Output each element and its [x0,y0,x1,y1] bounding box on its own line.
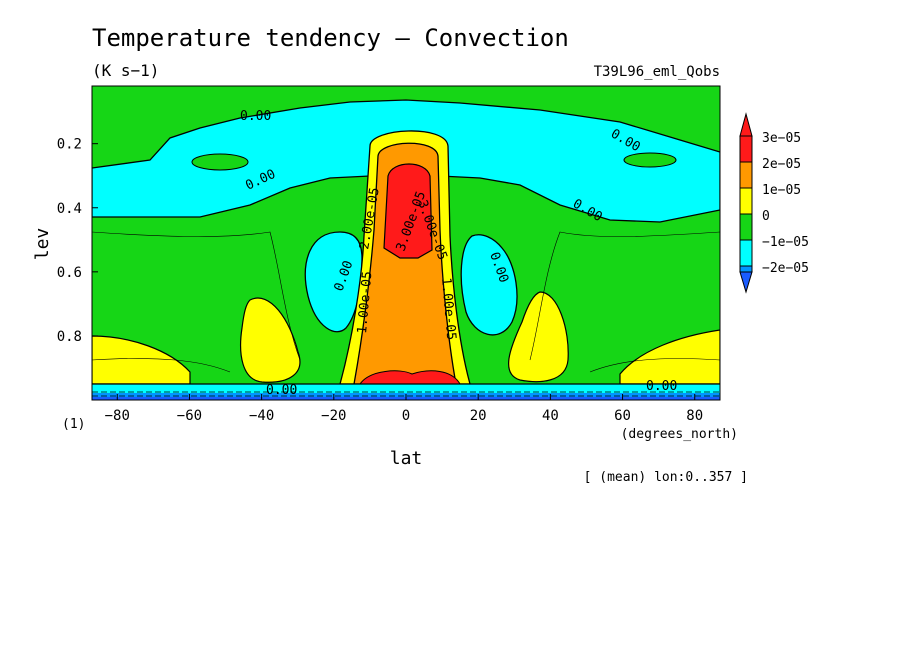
yellow-lobe-right [619,329,720,385]
contour-label: 0.00 [646,379,677,394]
run-label: T39L96_eml_Qobs [594,64,720,80]
x-axis: −80 −60 −40 −20 0 20 40 60 80 [105,394,703,424]
colorbar-swatch [739,239,753,267]
red-base [359,370,461,385]
x-tick-label: 20 [470,408,487,424]
y-axis-units: (1) [62,417,85,432]
units-label: (K s−1) [92,61,159,80]
plume-red [383,163,433,259]
colorbar-arrow-top [739,112,753,137]
green-island-left [191,153,249,171]
yellow-lobe-right-inner [508,291,569,383]
contour-field [92,86,720,400]
x-tick-label: −80 [105,408,130,424]
x-tick-label: 40 [542,408,559,424]
colorbar-arrow-bottom [739,271,753,294]
x-tick-label: 80 [686,408,703,424]
y-tick-label: 0.8 [57,329,82,345]
colorbar-label: 0 [762,209,770,224]
y-axis: 0.2 0.4 0.6 0.8 [57,137,98,345]
colorbar-label: 2e−05 [762,157,801,172]
cyan-lobe-left [304,231,363,333]
chart-title: Temperature tendency — Convection [92,24,569,52]
green-island-right [623,152,677,168]
y-axis-title: lev [32,228,53,261]
x-tick-label: −60 [177,408,202,424]
colorbar-swatch [739,135,753,163]
x-axis-title: lat [390,448,423,469]
y-tick-label: 0.6 [57,265,82,281]
x-tick-label: −20 [321,408,346,424]
x-tick-label: 0 [402,408,410,424]
colorbar: 3e−05 2e−05 1e−05 0 −1e−05 −2e−05 [739,112,809,294]
contour-label: 0.00 [266,383,297,398]
footnote: [ (mean) lon:0..357 ] [584,470,748,485]
y-tick-label: 0.4 [57,201,82,217]
colorbar-label: −2e−05 [762,261,809,276]
contour-label: 1.00e-05 [438,277,458,341]
yellow-lobe-left [92,335,191,385]
colorbar-swatch [739,213,753,241]
x-tick-label: −40 [249,408,274,424]
y-tick-label: 0.2 [57,137,82,153]
colorbar-label: 1e−05 [762,183,801,198]
colorbar-swatch [739,265,753,273]
yellow-lobe-left-inner [240,297,301,383]
colorbar-label: 3e−05 [762,131,801,146]
colorbar-swatch [739,187,753,215]
colorbar-label: −1e−05 [762,235,809,250]
colorbar-swatch [739,161,753,189]
contour-label: 1.00e-05 [355,271,375,335]
cyan-lobe-right [460,234,518,336]
x-tick-label: 60 [614,408,631,424]
contour-label: 0.00 [240,109,271,124]
x-axis-units: (degrees_north) [621,427,738,442]
